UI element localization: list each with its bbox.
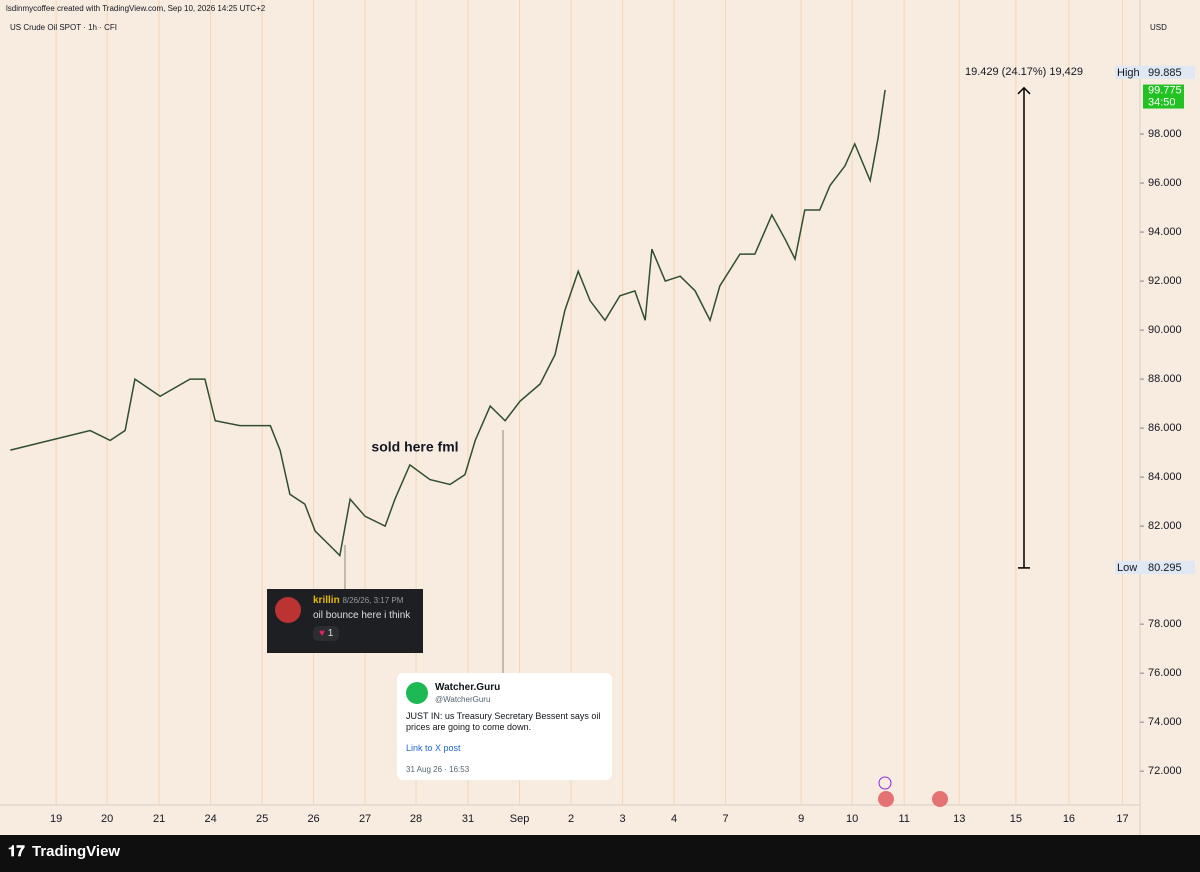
- high-value: 99.885: [1148, 67, 1182, 79]
- last-price: 99.775: [1148, 84, 1182, 96]
- y-tick-label: 88.000: [1148, 373, 1182, 385]
- reaction[interactable]: ♥ 1: [313, 626, 340, 641]
- x-tick-label: 31: [462, 813, 474, 825]
- time: 8/26/26, 3:17 PM: [342, 596, 404, 605]
- y-tick-label: 90.000: [1148, 324, 1182, 336]
- y-tick-label: 96.000: [1148, 177, 1182, 189]
- x-tick-label: 3: [619, 813, 625, 825]
- y-tick-label: 78.000: [1148, 618, 1182, 630]
- x-tick-label: 25: [256, 813, 268, 825]
- x-tick-label: 21: [153, 813, 165, 825]
- avatar: [275, 597, 301, 623]
- y-tick-label: 86.000: [1148, 422, 1182, 434]
- y-tick-label: 82.000: [1148, 520, 1182, 532]
- low-value: 80.295: [1148, 562, 1182, 574]
- heart: ♥: [319, 628, 325, 639]
- measure-arrow: [1017, 86, 1031, 95]
- x-tick-label: 24: [204, 813, 216, 825]
- tweet-date: 31 Aug 26 · 16:53: [406, 765, 470, 774]
- y-tick-label: 74.000: [1148, 716, 1182, 728]
- currency: USD: [1150, 23, 1167, 32]
- x-tick-label: 19: [50, 813, 62, 825]
- annotation: sold here fml: [371, 439, 458, 455]
- y-tick-label: 98.000: [1148, 128, 1182, 140]
- tweet-link[interactable]: Link to X post: [406, 743, 461, 753]
- logo: 𝟏𝟕: [8, 843, 25, 860]
- event-icon: [878, 776, 892, 790]
- high-label: High: [1117, 67, 1140, 79]
- x-tick-label: 17: [1116, 813, 1128, 825]
- last-price-box: [1143, 84, 1184, 109]
- x-tick-label: 13: [953, 813, 965, 825]
- x-tick-label: 9: [798, 813, 804, 825]
- x-tick-label: 4: [671, 813, 677, 825]
- measure-label: 19.429 (24.17%) 19,429: [965, 66, 1083, 78]
- y-tick-label: 72.000: [1148, 765, 1182, 777]
- user: krillin: [313, 595, 340, 606]
- y-tick-label: 94.000: [1148, 226, 1182, 238]
- low-label: Low: [1117, 562, 1137, 574]
- y-tick-label: 76.000: [1148, 667, 1182, 679]
- x-tick-label: 27: [359, 813, 371, 825]
- tweet-card: Watcher.Guru @WatcherGuru JUST IN: us Tr…: [397, 673, 612, 780]
- high-box: [1115, 65, 1195, 79]
- footer: [0, 835, 1200, 872]
- event-icon: [932, 791, 948, 807]
- discord-card: krillin 8/26/26, 3:17 PM oil bounce here…: [267, 589, 423, 653]
- tweet-name: Watcher.Guru: [435, 682, 501, 693]
- y-tick-label: 84.000: [1148, 471, 1182, 483]
- x-tick-label: 16: [1063, 813, 1075, 825]
- x-tick-label: 11: [898, 813, 909, 825]
- brand: TradingView: [32, 843, 120, 860]
- x-tick-label: 15: [1010, 813, 1022, 825]
- x-tick-label: Sep: [510, 813, 530, 825]
- x-tick-label: 10: [846, 813, 858, 825]
- tweet-text: JUST IN: us Treasury Secretary Bessent s…: [406, 711, 601, 732]
- low-box: [1115, 560, 1195, 574]
- event-icon: [878, 791, 894, 807]
- discord-header: krillin 8/26/26, 3:17 PM: [313, 595, 403, 606]
- x-tick-label: 28: [410, 813, 422, 825]
- price-axis-bg: [1140, 0, 1200, 835]
- symbol: US Crude Oil SPOT · 1h · CFI: [10, 23, 117, 32]
- x-tick-label: 7: [722, 813, 728, 825]
- x-tick-label: 26: [307, 813, 319, 825]
- tweet-handle: @WatcherGuru: [435, 695, 491, 704]
- message: oil bounce here i think: [313, 610, 411, 621]
- reaction-count: 1: [327, 628, 334, 639]
- avatar: [406, 682, 428, 704]
- countdown: 34:50: [1148, 96, 1176, 108]
- credit: lsdinmycoffee created with TradingView.c…: [6, 4, 266, 13]
- x-tick-label: 20: [101, 813, 113, 825]
- y-tick-label: 92.000: [1148, 275, 1182, 287]
- price-line: [10, 89, 886, 558]
- x-tick-label: 2: [568, 813, 574, 825]
